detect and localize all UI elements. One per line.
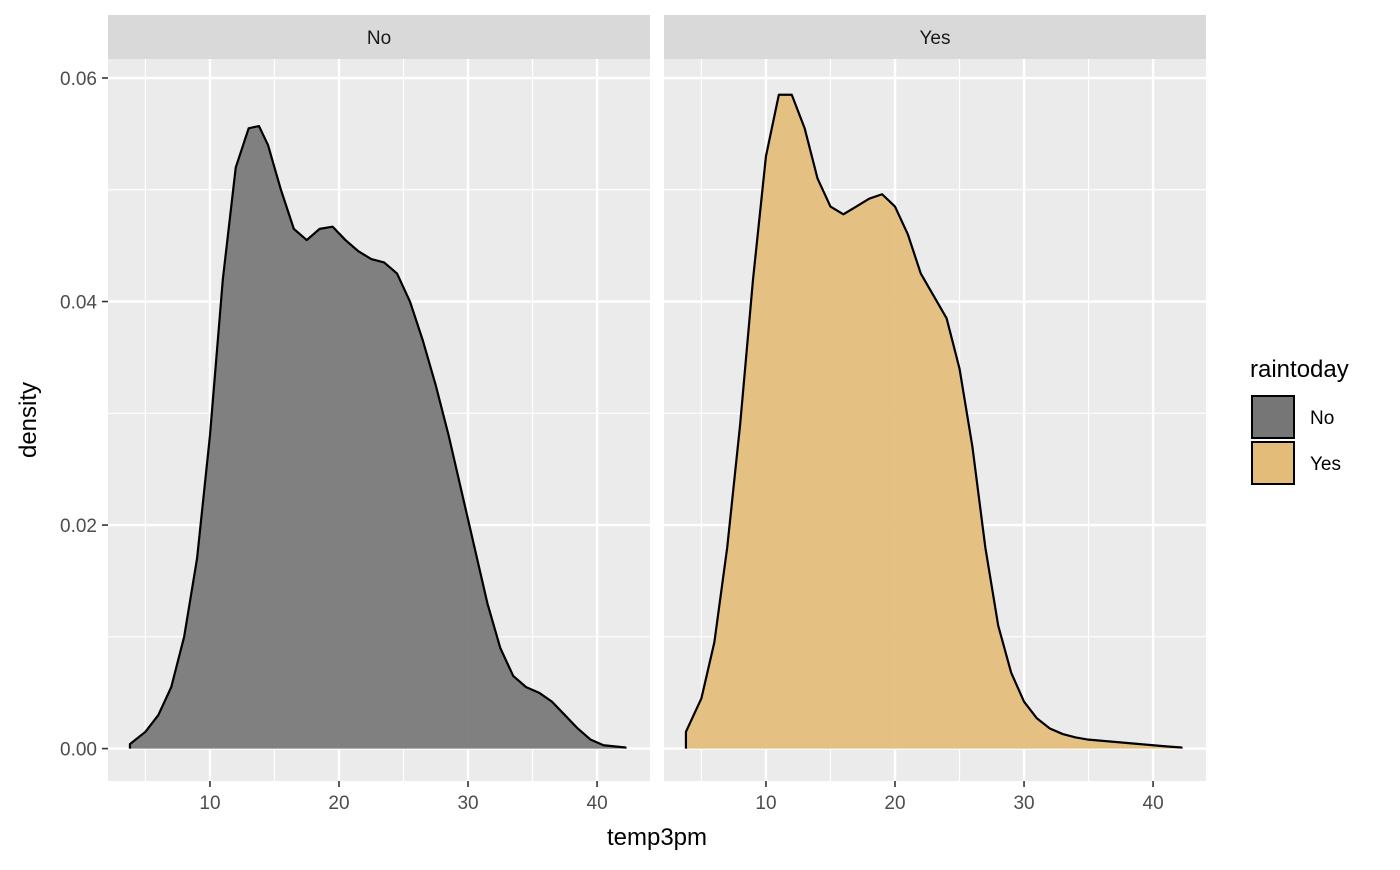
x-axis-title: temp3pm — [607, 824, 707, 851]
legend-key-yes — [1251, 441, 1295, 485]
y-tick-label: 0.02 — [60, 516, 97, 537]
y-tick-label: 0.06 — [60, 69, 97, 90]
y-tick-label: 0.00 — [60, 740, 97, 761]
x-tick-label: 30 — [1013, 793, 1034, 814]
legend-title: raintoday — [1250, 356, 1349, 383]
facet-strip-label: Yes — [920, 28, 951, 49]
x-tick-label: 10 — [199, 793, 220, 814]
legend-key-no — [1251, 395, 1295, 439]
x-tick-label: 20 — [328, 793, 349, 814]
x-tick-label: 40 — [1143, 793, 1164, 814]
facet-strip — [108, 15, 650, 59]
x-tick-label: 10 — [755, 793, 776, 814]
facet-strip — [664, 15, 1206, 59]
y-axis-title: density — [15, 382, 42, 458]
density-outline-no — [128, 124, 627, 749]
density-area-yes — [685, 94, 1182, 749]
y-tick-label: 0.04 — [60, 293, 97, 314]
facet-strip-label: No — [367, 28, 391, 49]
x-tick-label: 20 — [884, 793, 905, 814]
x-tick-label: 30 — [457, 793, 478, 814]
legend-label-yes: Yes — [1310, 454, 1341, 475]
density-outline-yes — [684, 93, 1183, 749]
density-area-no — [129, 126, 626, 749]
x-tick-label: 40 — [587, 793, 608, 814]
legend-label-no: No — [1310, 408, 1334, 429]
